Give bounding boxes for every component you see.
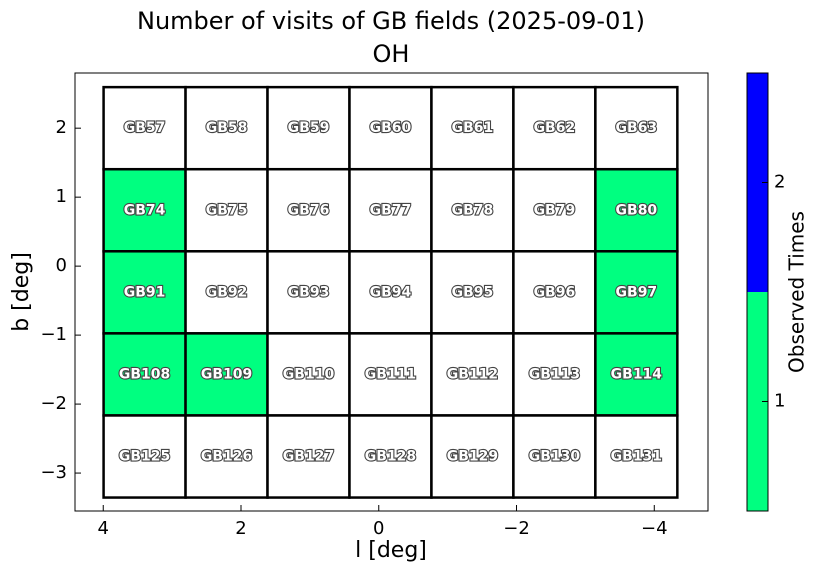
field-cell: [430, 167, 515, 253]
y-tick-label: −2: [40, 393, 67, 414]
y-tick-label: 1: [56, 186, 67, 207]
field-label: GB126: [201, 449, 252, 465]
field-label: GB125: [119, 449, 170, 465]
field-label: GB95: [452, 284, 494, 300]
plot-frame: [74, 72, 709, 512]
field-label: GB77: [370, 202, 412, 218]
field-label: GB112: [447, 366, 498, 382]
field-label: GB60: [370, 120, 412, 136]
field-cell: [184, 85, 269, 171]
field-cell: [512, 250, 597, 335]
field-label: GB62: [534, 120, 576, 136]
field-cell: [594, 414, 679, 499]
colorbar-frame: [746, 72, 769, 512]
field-label: GB129: [447, 449, 498, 465]
field-label: GB109: [201, 366, 252, 382]
field-label: GB97: [616, 284, 658, 300]
field-label: GB59: [288, 120, 330, 136]
y-tick-label: 0: [56, 255, 67, 276]
field-label: GB94: [370, 284, 412, 300]
colorbar-tick-label: 2: [774, 172, 785, 193]
field-label: GB75: [206, 202, 248, 218]
field-cell: [102, 85, 187, 171]
field-label: GB78: [452, 202, 494, 218]
field-cell: [594, 250, 679, 335]
colorbar-tick-label: 1: [774, 391, 785, 412]
field-label: GB58: [206, 120, 248, 136]
colorbar-label: Observed Times: [785, 211, 809, 373]
x-axis-label: l [deg]: [355, 538, 427, 563]
field-cell: [102, 414, 187, 499]
field-label: GB96: [534, 284, 576, 300]
x-tick-label: −4: [641, 518, 668, 539]
field-cell: [430, 250, 515, 335]
field-label: GB93: [288, 284, 330, 300]
field-cell: [184, 250, 269, 335]
field-label: GB63: [616, 120, 658, 136]
field-label: GB79: [534, 202, 576, 218]
field-cell: [512, 85, 597, 171]
field-cell: [184, 332, 269, 417]
x-tick-label: 4: [98, 518, 109, 539]
field-label: GB91: [124, 284, 166, 300]
colorbar-segment: [747, 73, 768, 292]
field-cell: [512, 332, 597, 417]
y-axis-label: b [deg]: [9, 252, 34, 332]
field-label: GB76: [288, 202, 330, 218]
colorbar-segment: [747, 292, 768, 511]
field-label: GB127: [283, 449, 334, 465]
field-label: GB110: [283, 366, 335, 382]
field-cell: [102, 332, 187, 417]
field-cell: [266, 414, 351, 499]
field-label: GB111: [365, 366, 416, 382]
field-label: GB61: [452, 120, 494, 136]
x-tick-label: −2: [503, 518, 530, 539]
chart-title: Number of visits of GB fields (2025-09-0…: [137, 7, 645, 35]
x-tick-label: 0: [373, 518, 384, 539]
field-label: GB108: [119, 366, 170, 382]
field-label: GB74: [124, 202, 166, 218]
field-cell: [266, 167, 351, 253]
y-tick-label: −3: [40, 462, 67, 483]
field-label: GB57: [124, 120, 166, 136]
field-label: GB128: [365, 449, 416, 465]
field-cell: [512, 414, 597, 499]
chart-subtitle: OH: [373, 40, 410, 68]
field-cell: [594, 167, 679, 253]
x-tick-label: 2: [235, 518, 246, 539]
field-label: GB130: [529, 449, 581, 465]
field-cell: [102, 167, 187, 253]
field-label: GB131: [611, 449, 662, 465]
field-label: GB113: [529, 366, 580, 382]
field-label: GB92: [206, 284, 248, 300]
field-cell: [266, 250, 351, 335]
field-label: GB114: [611, 366, 663, 382]
y-tick-label: 2: [56, 117, 67, 138]
field-label: GB80: [616, 202, 658, 218]
y-tick-label: −1: [40, 324, 67, 345]
